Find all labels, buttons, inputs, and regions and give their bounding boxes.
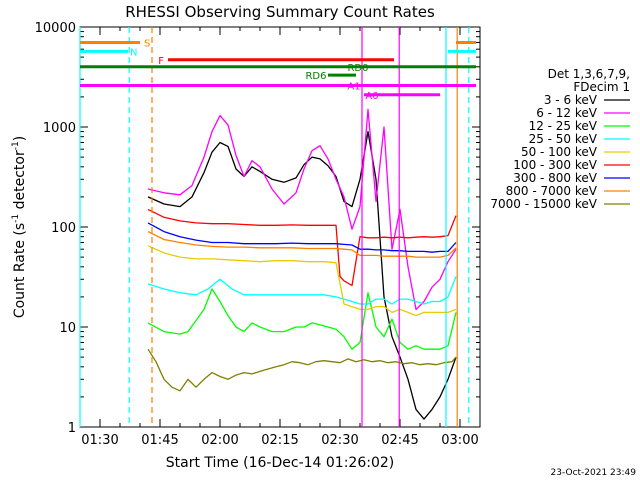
y-tick-label: 10000 xyxy=(35,21,76,36)
state-bar-label-rd6: RD6 xyxy=(305,71,326,82)
state-bar-label-a0: A0 xyxy=(365,91,378,102)
y-axis-label-part1: Count Rate (s xyxy=(12,223,28,318)
series-9-line xyxy=(147,348,457,392)
state-bar-label-a1: A1 xyxy=(347,82,360,93)
legend-label-5: 50 - 100 keV xyxy=(521,145,598,159)
state-bar-label-f: F xyxy=(158,56,164,67)
legend-label-4: 25 - 50 keV xyxy=(529,132,598,146)
series-1-line xyxy=(147,130,457,420)
y-tick-label: 10 xyxy=(59,321,76,336)
legend-label-3: 12 - 25 keV xyxy=(529,119,598,133)
legend-header-line1: Det 1,3,6,7,9, xyxy=(548,67,630,81)
x-tick-label: 02:00 xyxy=(201,433,238,448)
y-tick-label: 100 xyxy=(51,221,76,236)
footer-timestamp: 23-Oct-2021 23:49 xyxy=(551,468,637,478)
legend-label-1: 3 - 6 keV xyxy=(544,93,598,107)
y-tick-label: 1000 xyxy=(43,121,76,136)
attenuator-state-bars: SN F RD0 RD6 A0 A1 xyxy=(80,38,476,102)
series-2-line xyxy=(147,108,457,311)
series-layer xyxy=(147,108,457,420)
legend-label-9: 7000 - 15000 keV xyxy=(490,197,597,211)
x-axis: 01:30 01:45 02:00 02:15 02:30 02:45 03:00 xyxy=(79,27,481,448)
legend-label-8: 800 - 7000 keV xyxy=(506,184,598,198)
chart-title: RHESSI Observing Summary Count Rates xyxy=(125,3,435,21)
series-8-line xyxy=(147,231,457,258)
state-bar-label-s: S xyxy=(144,38,150,49)
y-axis-label-sup2: -1 xyxy=(11,141,21,150)
y-axis: 1 10 100 1000 10000 xyxy=(35,21,480,436)
x-tick-label: 02:45 xyxy=(381,433,418,448)
legend-label-6: 100 - 300 keV xyxy=(513,158,597,172)
x-tick-label: 03:00 xyxy=(441,433,478,448)
y-axis-label: Count Rate (s-1 detector-1) xyxy=(11,136,28,318)
x-axis-label: Start Time (16-Dec-14 01:26:02) xyxy=(166,455,394,471)
y-axis-label-part2: detector xyxy=(12,150,28,214)
x-tick-label: 02:15 xyxy=(261,433,298,448)
y-tick-label: 1 xyxy=(68,421,76,436)
y-axis-label-sup1: -1 xyxy=(11,214,21,223)
state-bar-label-rd0: RD0 xyxy=(347,63,368,74)
series-6-line xyxy=(147,208,457,287)
x-tick-label: 02:30 xyxy=(321,433,358,448)
series-5-line xyxy=(147,245,457,317)
series-3-line xyxy=(147,288,457,350)
series-7-line xyxy=(147,222,457,253)
legend-label-2: 6 - 12 keV xyxy=(536,106,598,120)
state-bar-label-n: N xyxy=(130,47,137,58)
legend-header-line2: FDecim 1 xyxy=(573,80,630,94)
x-tick-label: 01:30 xyxy=(81,433,118,448)
legend-label-7: 300 - 800 keV xyxy=(513,171,597,185)
x-tick-label: 01:45 xyxy=(141,433,178,448)
series-4-line xyxy=(147,276,457,305)
y-axis-label-part3: ) xyxy=(12,136,28,141)
